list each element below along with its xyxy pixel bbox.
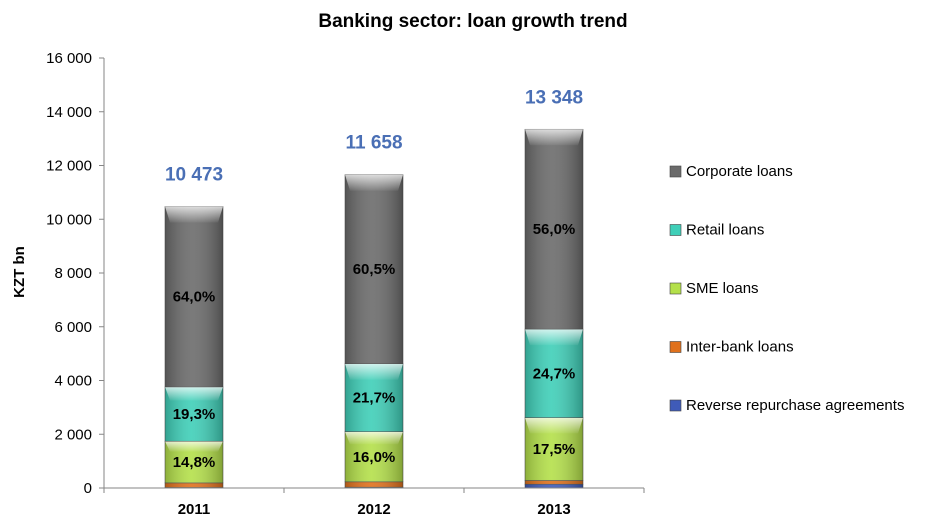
segment-label: 19,3% (173, 406, 216, 423)
total-label: 11 658 (345, 133, 402, 154)
y-tick-label: 16 000 (46, 50, 92, 67)
legend-label: Reverse repurchase agreements (686, 397, 904, 414)
segment-label: 14,8% (173, 454, 216, 471)
segment-label: 60,5% (353, 261, 396, 278)
segment-label: 24,7% (533, 365, 576, 382)
x-tick-label: 2011 (178, 501, 211, 518)
bar-segment (344, 431, 404, 483)
bar-segment (524, 128, 584, 330)
x-tick-label: 2013 (537, 501, 570, 518)
y-axis-label: KZT bn (11, 246, 28, 298)
legend-swatch (669, 224, 682, 236)
segment-label: 16,0% (353, 449, 396, 466)
bars (164, 128, 584, 489)
bar-segment (524, 417, 584, 481)
segment-label: 21,7% (353, 390, 396, 407)
bar-segment (344, 363, 404, 432)
bar-segment (344, 174, 404, 365)
legend-item: Corporate loans (669, 163, 793, 180)
bar-segment (524, 328, 584, 418)
x-tick-label: 2012 (357, 501, 390, 518)
total-label: 10 473 (165, 165, 223, 186)
legend-item: SME loans (669, 280, 759, 297)
legend-item: Inter-bank loans (669, 339, 794, 356)
bar-segment (164, 482, 224, 488)
y-tick-label: 4 000 (54, 373, 92, 390)
y-tick-label: 6 000 (54, 319, 92, 336)
legend-swatch (669, 399, 682, 412)
segment-label: 17,5% (533, 441, 576, 458)
bar-segment (524, 480, 584, 485)
total-labels: 10 473 11 658 13 348 (165, 87, 583, 185)
segment-label: 56,0% (533, 221, 576, 238)
legend-item: Reverse repurchase agreements (669, 397, 904, 414)
x-axis: 2011 2012 2013 (103, 488, 645, 518)
legend-swatch (669, 165, 682, 178)
bar-segment (164, 386, 224, 442)
y-axis: 0 2 000 4 000 6 000 8 000 10 000 12 000 14 000 1… (46, 50, 104, 497)
segment-label: 64,0% (173, 289, 216, 306)
y-tick-label: 0 (84, 480, 92, 497)
y-tick-label: 2 000 (54, 426, 92, 443)
legend-label: Inter-bank loans (686, 339, 794, 356)
bar-segment (344, 481, 404, 488)
legend-label: Corporate loans (686, 163, 793, 180)
legend-swatch (669, 341, 682, 353)
bar-segment (164, 206, 224, 388)
y-tick-label: 10 000 (46, 211, 92, 228)
chart-title: Banking sector: loan growth trend (318, 11, 627, 32)
segment-labels: 14,8% 19,3% 64,0% 16,0% 21,7% 60,5% 17,5% 24,7%… (173, 221, 576, 471)
y-tick-label: 8 000 (54, 265, 92, 282)
legend: Corporate loans Retail loans SME loans Inte… (669, 163, 904, 414)
legend-item: Retail loans (669, 222, 764, 239)
y-tick-label: 12 000 (46, 158, 92, 175)
legend-label: Retail loans (686, 222, 764, 239)
legend-swatch (669, 282, 682, 295)
bar-segment (524, 483, 584, 489)
y-tick-label: 14 000 (46, 104, 92, 121)
legend-label: SME loans (686, 280, 759, 297)
bar-segment (164, 440, 224, 484)
total-label: 13 348 (525, 87, 583, 108)
